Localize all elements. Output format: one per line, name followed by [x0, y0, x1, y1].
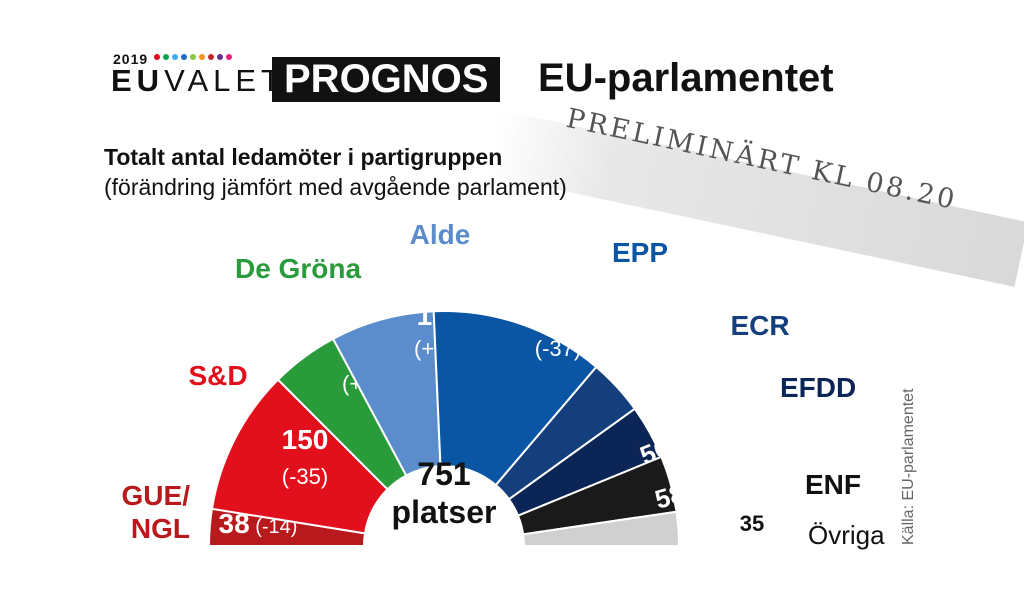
center-label: platser [392, 494, 497, 530]
seat-change: (-35) [282, 464, 328, 489]
seat-change: (-37) [535, 336, 581, 361]
logo-dot [154, 54, 160, 60]
group-name: EFDD [780, 372, 856, 403]
seat-change: (-19) [647, 373, 693, 398]
group-name: Övriga [808, 520, 885, 550]
seat-value: 58 [654, 337, 685, 368]
logo-word-eu: EU [111, 63, 165, 98]
group-name: S&D [188, 360, 247, 391]
group-name: ECR [730, 310, 789, 341]
seat-value: 150 [282, 424, 329, 455]
logo-dot [199, 54, 205, 60]
headline: EU-parlamentet [538, 56, 834, 100]
chart-title: Totalt antal ledamöter i partigruppen [104, 144, 503, 170]
logo-dot [217, 54, 223, 60]
segment-s-d [210, 378, 389, 535]
group-name: De Gröna [235, 253, 361, 284]
seat-value: 179 [535, 300, 582, 331]
seat-value: 35 [740, 511, 764, 536]
logo-dot [226, 54, 232, 60]
logo-dot [163, 54, 169, 60]
logo-year: 2019 [113, 51, 149, 67]
group-name: NGL [131, 513, 190, 544]
prognos-tag: PROGNOS [272, 57, 501, 102]
segment--vriga [522, 510, 681, 547]
group-name: GUE/ [122, 480, 191, 511]
chart-subtitle: (förändring jämfört med avgående parlame… [104, 174, 567, 200]
logo-dot [208, 54, 214, 60]
logo-word-valet: VALET [164, 63, 285, 98]
center-total: 751 [417, 456, 470, 492]
segment-epp [432, 310, 598, 487]
logo-dots [154, 54, 232, 60]
group-name: Alde [410, 219, 471, 250]
group-name: ENF [805, 469, 861, 500]
logo-dot [190, 54, 196, 60]
group-name: EPP [612, 237, 668, 268]
logo-dot [181, 54, 187, 60]
source-credit: Källa: EU-parlamentet [900, 388, 917, 545]
value-group: 35 [740, 511, 764, 536]
logo-wordmark: EUVALET [111, 64, 285, 98]
logo-dot [172, 54, 178, 60]
